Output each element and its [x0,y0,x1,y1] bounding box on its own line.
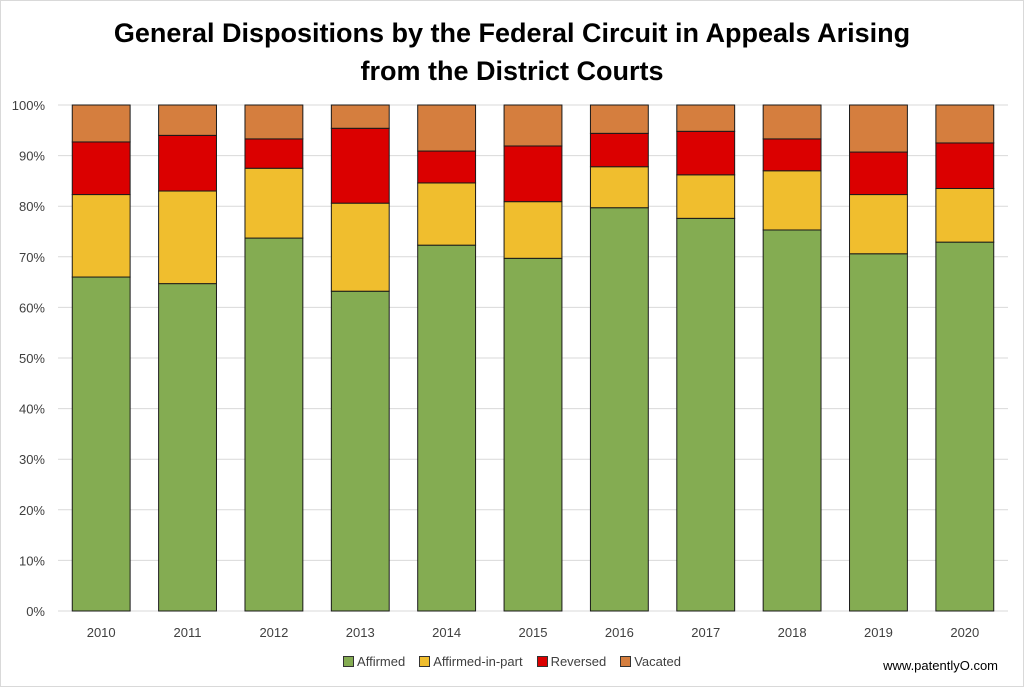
x-tick-label: 2013 [346,625,375,640]
legend-label: Vacated [634,654,681,669]
x-tick-label: 2015 [519,625,548,640]
bar-reversed-2012 [244,138,304,169]
bar-vacated-2010 [71,104,131,143]
bar-reversed-2015 [503,145,563,203]
bar-affirmed-2010 [71,276,131,612]
bar-affirmed-in-part-2019 [849,194,908,255]
x-tick-label: 2012 [259,625,288,640]
bar-affirmed-in-part-2013 [330,202,390,292]
bar-affirmed-2020 [935,241,995,612]
bar-affirmed-in-part-2015 [503,201,563,259]
legend-swatch-vacated [620,656,632,667]
bar-vacated-2015 [503,104,563,147]
bar-affirmed-in-part-2020 [935,187,995,243]
bar-affirmed-2011 [158,283,217,612]
y-tick-label: 40% [19,402,45,417]
bar-affirmed-in-part-2018 [762,170,822,231]
bar-affirmed-in-part-2011 [158,190,217,285]
bar-affirmed-2012 [244,237,304,612]
legend-label: Affirmed-in-part [433,654,523,669]
y-tick-label: 20% [19,503,45,518]
legend-label: Affirmed [357,654,406,669]
x-tick-label: 2011 [174,625,202,640]
x-tick-label: 2017 [691,625,720,640]
bar-affirmed-2018 [762,229,822,612]
chart-title-line-1: General Dispositions by the Federal Circ… [113,18,911,48]
y-tick-label: 0% [26,604,45,619]
y-tick-label: 90% [19,149,45,164]
bar-reversed-2019 [849,151,908,196]
bar-vacated-2020 [935,104,995,144]
source-credit: www.patentlyO.com [883,658,998,673]
x-tick-label: 2014 [432,625,461,640]
x-tick-label: 2019 [864,625,893,640]
bar-reversed-2020 [935,142,995,189]
bar-affirmed-2019 [849,253,908,612]
legend-item-affirmed: Affirmed [343,654,405,669]
bar-reversed-2011 [158,134,217,192]
bar-vacated-2017 [676,104,736,132]
bar-affirmed-in-part-2016 [589,166,649,209]
y-tick-label: 60% [19,300,45,315]
bar-vacated-2012 [244,104,304,140]
x-tick-label: 2016 [605,625,634,640]
bar-vacated-2011 [158,104,217,136]
bar-affirmed-2014 [417,244,477,612]
bar-affirmed-in-part-2014 [417,182,477,246]
y-tick-label: 30% [19,452,45,467]
bar-affirmed-in-part-2012 [244,167,304,239]
bar-vacated-2019 [849,104,908,153]
y-tick-label: 50% [19,351,45,366]
x-tick-label: 2010 [87,625,116,640]
bar-affirmed-2016 [589,207,649,612]
bar-reversed-2018 [762,138,822,172]
bar-reversed-2010 [71,141,131,196]
bar-reversed-2014 [417,150,477,184]
bar-reversed-2017 [676,130,736,176]
legend-swatch-reversed [536,656,548,667]
chart-title: General Dispositions by the Federal Circ… [0,14,1024,90]
legend-item-vacated: Vacated [620,654,681,669]
legend-item-reversed: Reversed [536,654,607,669]
legend-item-affirmed-in-part: Affirmed-in-part [419,654,523,669]
x-tick-label: 2018 [778,625,807,640]
bar-affirmed-2017 [676,217,736,612]
bar-affirmed-2013 [330,290,390,612]
legend-swatch-affirmed [343,656,355,667]
bar-vacated-2013 [330,104,390,129]
legend: Affirmed Affirmed-in-part Reversed Vacat… [0,654,1024,669]
y-tick-label: 80% [19,199,45,214]
legend-label: Reversed [550,654,607,669]
bar-affirmed-in-part-2010 [71,194,131,278]
y-tick-label: 10% [19,553,45,568]
legend-swatch-affirmed-in-part [419,656,431,667]
chart-title-line-2: from the District Courts [360,56,664,86]
bar-reversed-2013 [330,127,390,204]
bar-affirmed-in-part-2017 [676,174,736,219]
x-tick-label: 2020 [950,625,979,640]
bar-affirmed-2015 [503,257,563,612]
bar-reversed-2016 [589,132,649,168]
y-tick-label: 100% [12,98,46,113]
bar-vacated-2014 [417,104,477,152]
y-tick-label: 70% [19,250,45,265]
bar-vacated-2016 [589,104,649,134]
bar-vacated-2018 [762,104,822,140]
